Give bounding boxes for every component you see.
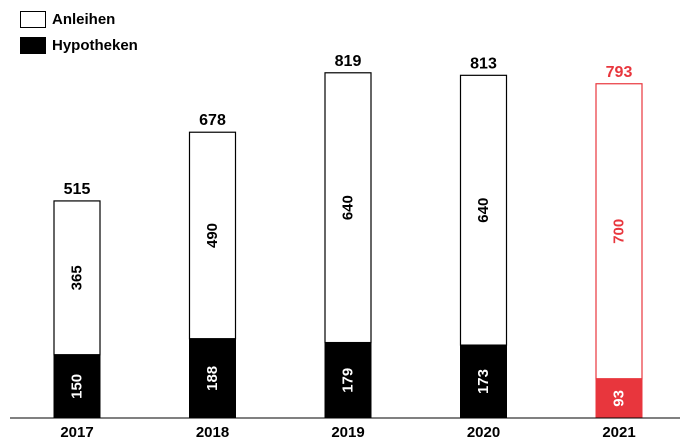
legend-swatch-anleihen: [20, 10, 46, 28]
label-hypotheken-2020: 173: [475, 369, 492, 394]
label-total-2019: 819: [335, 53, 362, 70]
legend-swatch-hypotheken: [20, 36, 46, 54]
label-total-2017: 515: [64, 181, 91, 198]
bar-anleihen-2018: [188, 131, 237, 340]
bar-hypotheken-2020: [460, 344, 507, 419]
legend-item-hypotheken: Hypotheken: [20, 34, 138, 56]
bars-group: 150 365 515 188 490 678 179 640 819 173 640 813 93 70…: [53, 53, 643, 419]
label-anleihen-2019: 640: [340, 195, 357, 220]
chart-legend: Anleihen Hypotheken: [20, 8, 138, 60]
legend-label-hypotheken: Hypotheken: [52, 36, 138, 54]
label-hypotheken-2017: 150: [69, 374, 86, 399]
label-anleihen-2017: 365: [69, 265, 86, 290]
bar-anleihen-2020: [459, 74, 508, 346]
label-total-2021: 793: [606, 64, 633, 81]
x-tick-2019: 2019: [331, 424, 364, 439]
label-hypotheken-2018: 188: [204, 366, 221, 391]
x-tick-2018: 2018: [196, 424, 229, 439]
x-tick-2017: 2017: [60, 424, 93, 439]
x-axis-ticks: 2017 2018 2019 2020 2021: [60, 424, 635, 439]
label-hypotheken-2019: 179: [340, 368, 357, 393]
label-total-2020: 813: [470, 55, 497, 72]
bar-anleihen-2021: [595, 83, 643, 380]
legend-label-anleihen: Anleihen: [52, 10, 116, 28]
label-total-2018: 678: [199, 112, 226, 129]
bar-hypotheken-2019: [324, 342, 372, 419]
bar-hypotheken-2021: [595, 378, 643, 419]
x-tick-2021: 2021: [602, 424, 635, 439]
label-anleihen-2020: 640: [475, 198, 492, 223]
legend-item-anleihen: Anleihen: [20, 8, 138, 30]
x-tick-2020: 2020: [467, 424, 500, 439]
label-hypotheken-2021: 93: [611, 390, 628, 407]
label-anleihen-2018: 490: [204, 223, 221, 248]
bar-hypotheken-2017: [53, 354, 101, 419]
bar-anleihen-2019: [324, 72, 372, 344]
label-anleihen-2021: 700: [611, 219, 628, 244]
bar-hypotheken-2018: [189, 338, 236, 419]
